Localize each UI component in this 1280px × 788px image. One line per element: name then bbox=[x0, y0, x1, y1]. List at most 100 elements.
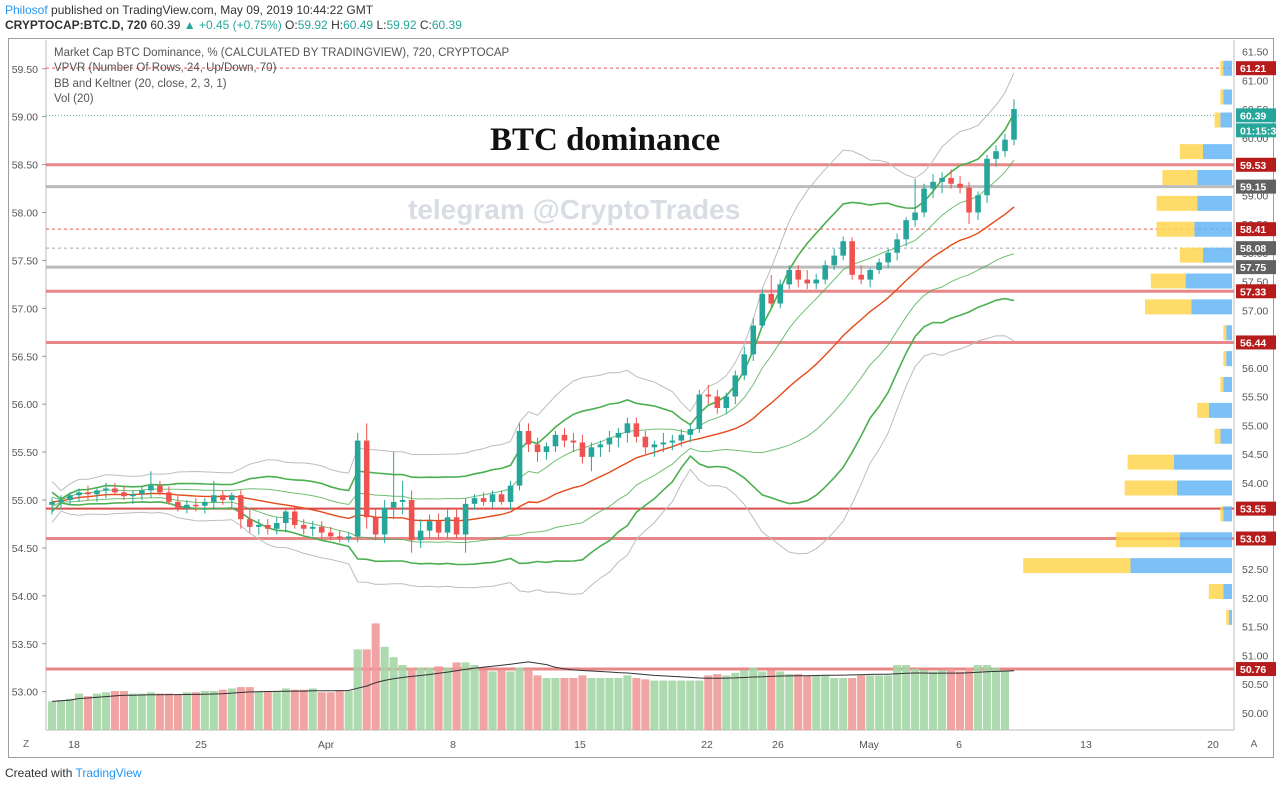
candle-body bbox=[489, 494, 496, 502]
candle-body bbox=[336, 536, 343, 539]
volume-bar bbox=[524, 668, 533, 730]
volume-bar bbox=[128, 693, 137, 730]
last-price: 60.39 bbox=[150, 18, 181, 32]
candle-body bbox=[930, 181, 936, 189]
candle-body bbox=[768, 293, 775, 304]
volume-bar bbox=[290, 689, 299, 730]
published-text: published on TradingView.com, May 09, 20… bbox=[51, 3, 374, 17]
volume-bar bbox=[605, 678, 614, 730]
volume-bar bbox=[227, 688, 236, 730]
candle-body bbox=[903, 220, 909, 240]
volume-bar bbox=[650, 680, 659, 730]
volume-bar bbox=[875, 675, 884, 730]
candle-body bbox=[435, 521, 442, 533]
volume-bar bbox=[443, 667, 452, 730]
headline-title: BTC dominance bbox=[490, 122, 721, 158]
price-tag-box bbox=[1236, 222, 1276, 237]
tradingview-brand[interactable]: TradingView bbox=[75, 766, 142, 780]
volume-bar bbox=[857, 675, 866, 730]
candle-body bbox=[507, 485, 514, 502]
legend-main[interactable]: Market Cap BTC Dominance, % (CALCULATED … bbox=[54, 47, 510, 59]
candle-body bbox=[399, 500, 406, 502]
profile-down-bar bbox=[1214, 112, 1221, 128]
profile-up-bar bbox=[1203, 247, 1232, 263]
profile-down-bar bbox=[1208, 584, 1224, 599]
candle-body bbox=[175, 501, 181, 508]
candle-body bbox=[238, 495, 244, 520]
volume-bar bbox=[587, 678, 596, 730]
volume-bar bbox=[119, 691, 128, 730]
watermark-text: telegram @CryptoTrades bbox=[408, 194, 741, 225]
volume-bar bbox=[991, 667, 1001, 730]
candle-body bbox=[948, 178, 954, 184]
bb-lower-1 bbox=[51, 253, 1015, 544]
bb-basis bbox=[51, 206, 1015, 522]
legend-bb[interactable]: BB and Keltner (20, close, 2, 3, 1) bbox=[54, 77, 227, 90]
legend-vpvr[interactable]: VPVR (Number Of Rows, 24, Up/Down, 70) bbox=[54, 62, 277, 75]
volume-bar bbox=[973, 665, 983, 730]
price-tag-box bbox=[1236, 179, 1276, 194]
symbol-label: CRYPTOCAP:BTC.D, 720 bbox=[5, 18, 148, 32]
price-tag-label: 59.15 bbox=[1240, 182, 1266, 194]
price-tag-label: 53.03 bbox=[1240, 534, 1266, 546]
footer: Created with TradingView bbox=[5, 766, 142, 780]
auto-scale-button[interactable]: A bbox=[1250, 739, 1258, 750]
volume-bar bbox=[218, 689, 227, 730]
x-tick-label: 13 bbox=[1080, 739, 1092, 751]
volume-bar bbox=[533, 675, 542, 730]
volume-bar bbox=[317, 692, 326, 730]
volume-bar bbox=[902, 665, 911, 730]
candle-body bbox=[642, 436, 649, 448]
volume-bar bbox=[92, 693, 101, 730]
candle-body bbox=[651, 444, 658, 448]
profile-down-bar bbox=[1220, 89, 1224, 105]
right-tick-label: 61.00 bbox=[1242, 75, 1268, 87]
candle-body bbox=[220, 495, 226, 500]
volume-bar bbox=[389, 657, 398, 730]
candle-body bbox=[318, 526, 325, 533]
candle-body bbox=[76, 492, 82, 496]
profile-up-bar bbox=[1223, 377, 1232, 392]
price-tag-label: 50.76 bbox=[1240, 664, 1266, 676]
x-tick-label: 18 bbox=[68, 739, 80, 751]
volume-bar bbox=[821, 675, 830, 730]
volume-bar bbox=[893, 665, 902, 730]
x-tick-label: 25 bbox=[195, 739, 207, 751]
volume-bar bbox=[416, 667, 425, 730]
volume-bar bbox=[344, 691, 353, 730]
candle-body bbox=[498, 494, 505, 502]
left-tick-label: 57.00 bbox=[12, 303, 38, 315]
volume-bar bbox=[155, 693, 164, 730]
candle-body bbox=[480, 498, 487, 502]
volume-bar bbox=[452, 662, 461, 730]
price-tag-label: 57.75 bbox=[1240, 262, 1266, 274]
profile-down-bar bbox=[1179, 247, 1203, 263]
x-tick-label: 15 bbox=[574, 739, 586, 751]
profile-up-bar bbox=[1223, 89, 1232, 105]
profile-down-bar bbox=[1220, 506, 1224, 522]
legend-vol[interactable]: Vol (20) bbox=[54, 93, 94, 106]
candle-body bbox=[939, 178, 945, 182]
price-tag-box bbox=[1236, 123, 1276, 138]
left-tick-label: 53.00 bbox=[12, 687, 38, 699]
zoom-button[interactable]: Z bbox=[22, 739, 30, 750]
candle-body bbox=[840, 241, 846, 256]
publisher-name[interactable]: Philosof bbox=[5, 3, 48, 17]
candle-body bbox=[687, 429, 694, 435]
volume-bar bbox=[65, 698, 75, 730]
chart-frame[interactable] bbox=[8, 38, 1274, 758]
candle-body bbox=[678, 434, 685, 441]
volume-bar bbox=[947, 668, 956, 730]
price-tag-label: 58.41 bbox=[1240, 224, 1266, 236]
profile-up-bar bbox=[1130, 558, 1232, 574]
left-tick-label: 59.50 bbox=[12, 64, 38, 76]
candle-body bbox=[714, 396, 721, 408]
volume-bar bbox=[982, 665, 992, 730]
publish-info: Philosof published on TradingView.com, M… bbox=[5, 3, 373, 17]
candle-body bbox=[732, 375, 739, 397]
volume-bar bbox=[551, 678, 560, 730]
candle-body bbox=[831, 255, 837, 266]
candle-body bbox=[624, 423, 631, 433]
volume-bar bbox=[488, 671, 497, 730]
